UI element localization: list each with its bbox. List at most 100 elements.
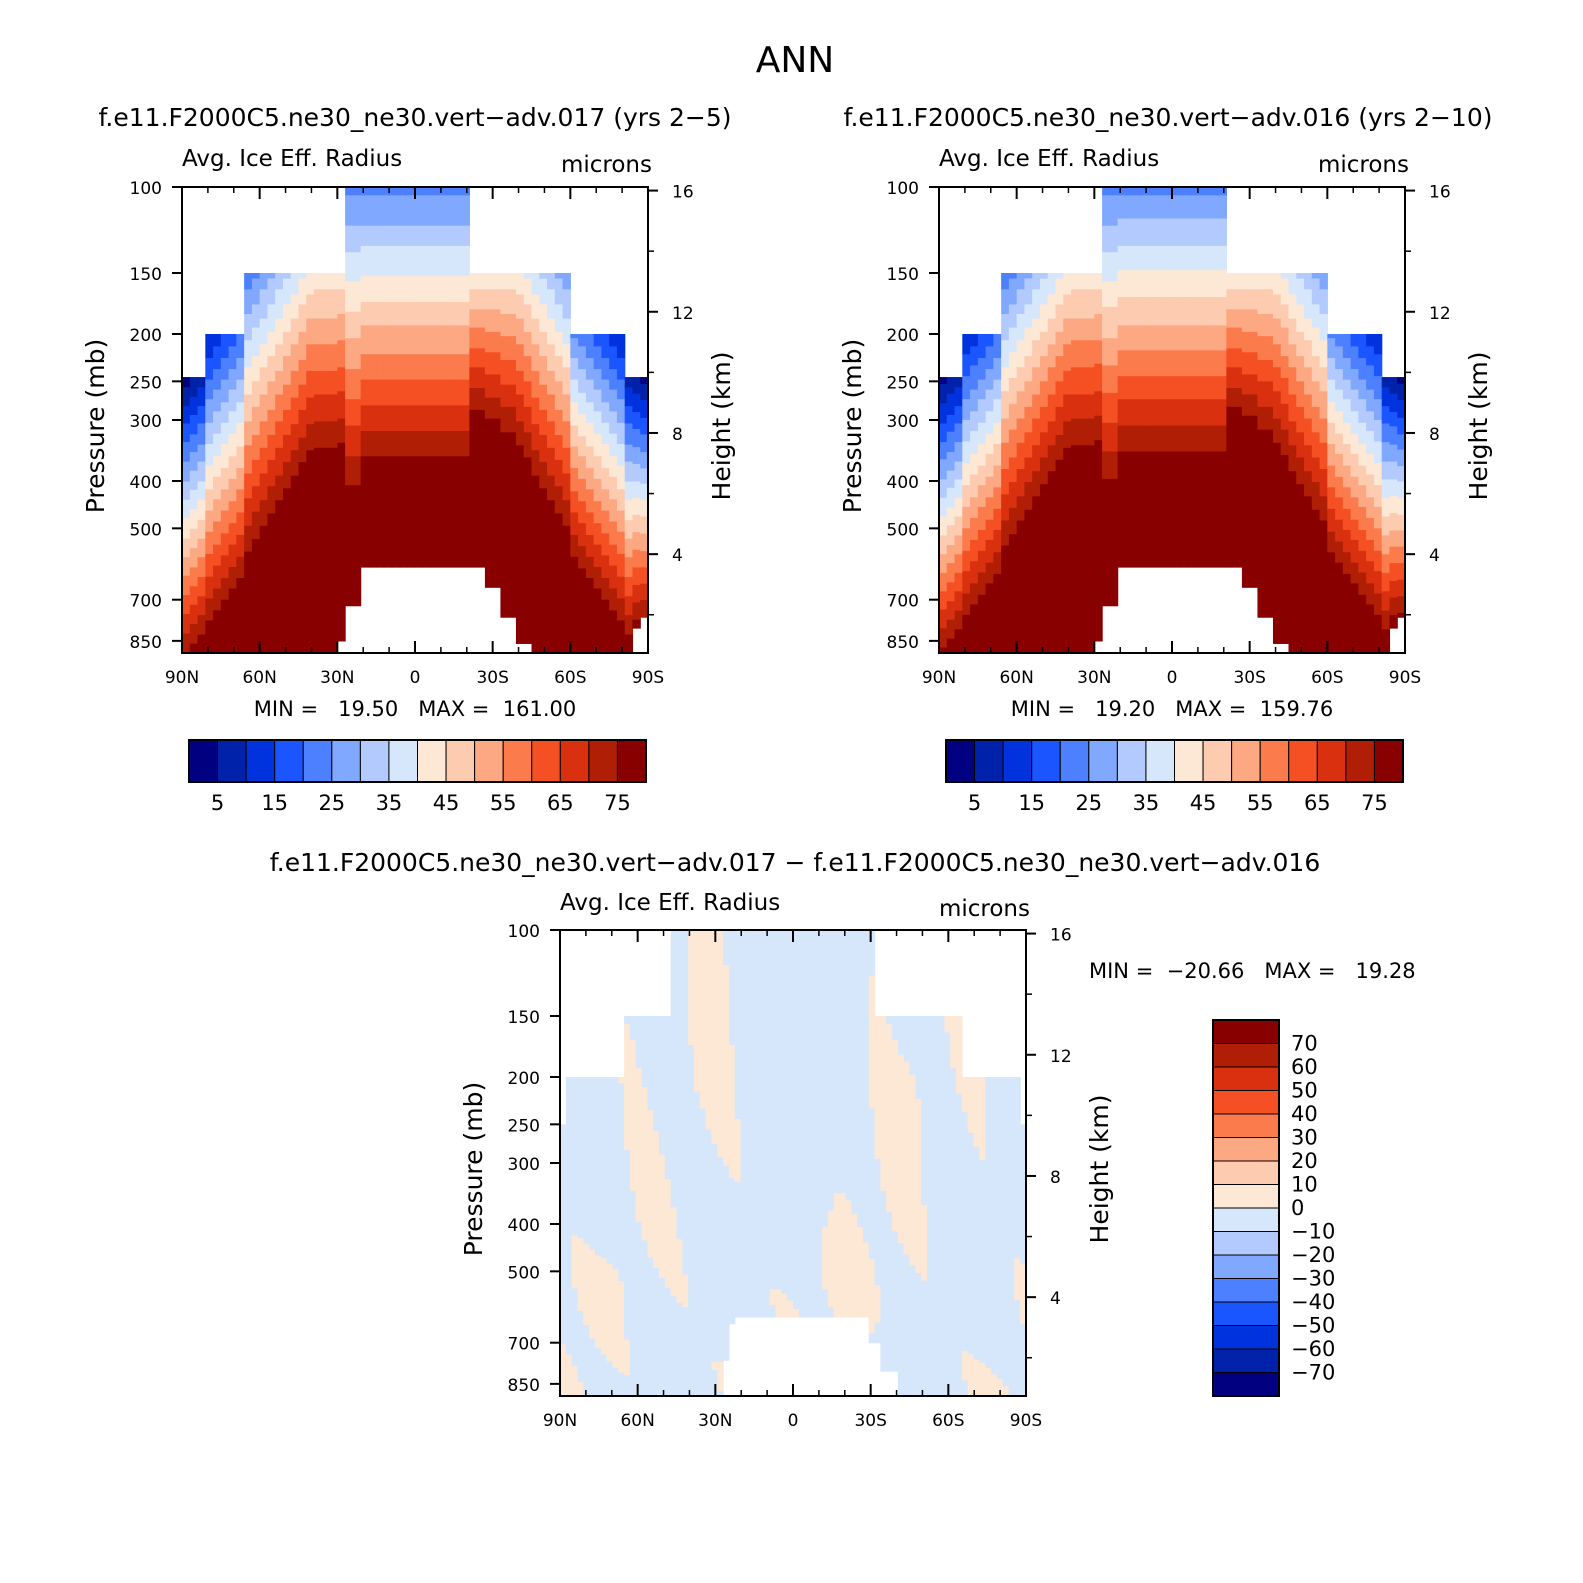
contour-cell (282, 356, 292, 386)
contour-cell (477, 289, 486, 310)
panel-subtitle-right: microns (1318, 152, 1409, 178)
contour-cell (298, 437, 307, 463)
contour-cell (578, 546, 587, 570)
colorbar-swatch (1212, 1160, 1280, 1185)
contour-cell (1125, 376, 1134, 400)
contour-cell (1265, 406, 1274, 431)
contour-cell (1094, 363, 1103, 392)
min-max-stats: MIN = 19.20 MAX = 159.76 (1011, 697, 1333, 721)
colorbar-swatch (531, 739, 561, 783)
contour-cell (862, 1242, 870, 1318)
contour-cell (624, 615, 634, 636)
contour-cell (1304, 340, 1313, 368)
contour-cell (1055, 406, 1064, 436)
contour-cell (1024, 406, 1033, 433)
x-tick-label: 30S (476, 668, 508, 688)
contour-cell (985, 346, 994, 370)
contour-cell (1125, 297, 1134, 326)
contour-cell (1020, 1323, 1026, 1396)
colorbar-frame (188, 739, 647, 783)
contour-cell (1133, 187, 1142, 196)
contour-cell (1148, 425, 1158, 453)
contour-cell (1117, 350, 1126, 377)
contour-cell (962, 506, 971, 529)
contour-cell (1358, 465, 1367, 486)
contour-cell (1389, 615, 1398, 629)
contour-cell (438, 187, 447, 196)
contour-cell (562, 318, 571, 345)
contour-cell (688, 1045, 695, 1396)
contour-cell (578, 436, 587, 457)
contour-cell (383, 187, 393, 196)
contour-cell (337, 418, 346, 444)
contour-cell (570, 556, 579, 653)
contour-cell (1342, 530, 1352, 553)
colorbar-label: 30 (1291, 1126, 1318, 1150)
contour-cell (438, 195, 447, 227)
contour-cell (461, 405, 470, 432)
contour-cell (205, 576, 214, 600)
contour-cell (676, 1302, 683, 1396)
contour-cell (640, 399, 648, 419)
contour-cell (407, 302, 416, 326)
contour-cell (469, 289, 478, 310)
contour-cell (1179, 195, 1189, 220)
colorbar-label: 65 (1304, 791, 1331, 815)
contour-cell (954, 591, 963, 612)
contour-cell (1257, 314, 1266, 337)
contour-cell (321, 421, 331, 449)
contour-cell (1148, 195, 1158, 220)
contour-cell (1014, 1299, 1021, 1396)
contour-cell (1187, 425, 1196, 453)
contour-cell (1172, 350, 1181, 377)
colorbar-swatch (1212, 1066, 1280, 1091)
contour-cell (1032, 418, 1041, 446)
contour-cell (1195, 245, 1204, 271)
contour-cell (1350, 497, 1359, 521)
colorbar-label: 35 (376, 791, 403, 815)
contour-cell (1327, 338, 1336, 359)
contour-cell (298, 272, 307, 280)
contour-cell (612, 1268, 619, 1369)
contour-cell (570, 491, 579, 514)
contour-cell (1304, 394, 1313, 420)
contour-cell (571, 1366, 579, 1396)
contour-cell (182, 614, 191, 635)
colorbar-swatch (1212, 1043, 1280, 1068)
contour-cell (189, 624, 199, 645)
contour-cell (345, 225, 354, 253)
contour-cell (236, 422, 245, 448)
contour-cell (298, 278, 307, 306)
colorbar-swatch (1212, 1231, 1280, 1256)
contour-cell (560, 1344, 567, 1396)
contour-cell (282, 304, 292, 333)
height-tick-label: 16 (1050, 926, 1072, 946)
contour-cell (1350, 369, 1359, 391)
contour-cell (1373, 506, 1383, 529)
contour-cell (571, 1077, 579, 1236)
contour-cell (1156, 218, 1165, 247)
contour-cell (616, 444, 626, 467)
contour-cell (189, 470, 199, 491)
contour-cell (244, 445, 253, 475)
contour-cell (985, 433, 994, 455)
contour-cell (1032, 367, 1041, 396)
contour-cell (368, 275, 377, 303)
contour-cell (640, 533, 648, 552)
contour-cell (345, 425, 354, 457)
contour-cell (1001, 545, 1010, 653)
contour-cell (259, 272, 269, 290)
contour-cell (1140, 425, 1150, 453)
contour-cell (632, 584, 641, 604)
contour-cell (822, 1227, 829, 1290)
colorbar-label: −50 (1291, 1314, 1335, 1338)
contour-cell (469, 388, 478, 411)
contour-cell (1234, 388, 1243, 408)
contour-cell (1397, 377, 1405, 385)
contour-cell (962, 334, 971, 355)
contour-cell (1397, 530, 1405, 548)
contour-cell (407, 456, 416, 568)
contour-cell (868, 930, 876, 977)
contour-cell (469, 272, 478, 290)
contour-cell (1335, 476, 1344, 498)
